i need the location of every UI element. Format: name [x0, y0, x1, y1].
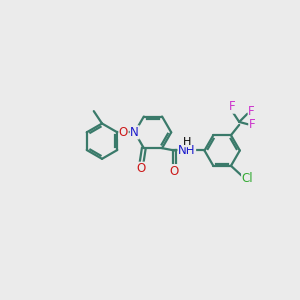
Text: O: O — [119, 126, 128, 139]
Text: F: F — [229, 100, 235, 113]
Text: Cl: Cl — [242, 172, 253, 185]
Text: NH: NH — [178, 144, 196, 157]
Text: F: F — [249, 118, 256, 131]
Text: F: F — [248, 105, 255, 118]
Text: N: N — [130, 126, 139, 139]
Text: O: O — [137, 162, 146, 175]
Text: O: O — [170, 165, 179, 178]
Text: H: H — [183, 137, 191, 147]
